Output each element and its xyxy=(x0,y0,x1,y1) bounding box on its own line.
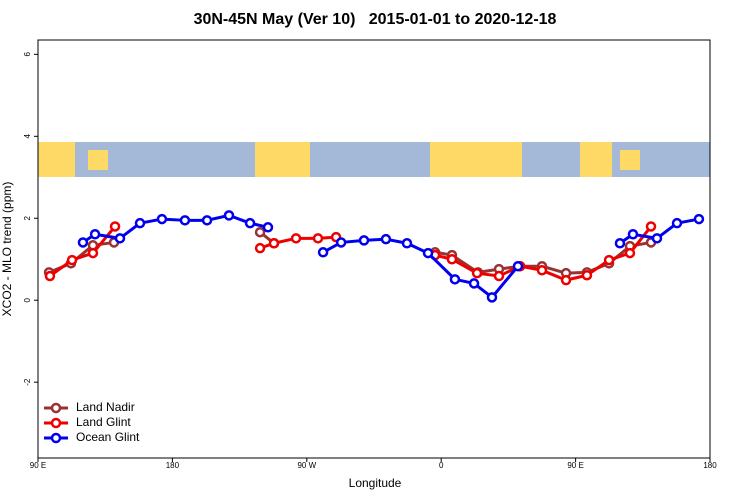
x-tick-label: 0 xyxy=(439,461,444,470)
series-marker xyxy=(290,233,302,244)
y-tick-label: 2 xyxy=(23,215,32,220)
series-marker xyxy=(44,270,56,282)
series-marker xyxy=(109,221,121,232)
series-marker xyxy=(134,217,146,229)
series-marker xyxy=(89,228,101,240)
series-marker xyxy=(471,267,483,279)
series-marker xyxy=(645,221,657,232)
series-marker xyxy=(651,233,663,244)
series-marker xyxy=(422,247,434,259)
series-marker xyxy=(254,226,266,238)
series-marker xyxy=(66,254,78,266)
x-tick-label: 180 xyxy=(166,461,180,470)
plot-frame xyxy=(37,39,711,459)
series-marker xyxy=(317,247,329,258)
series-marker xyxy=(512,260,524,272)
series-line xyxy=(48,231,652,275)
y-tick-label: -2 xyxy=(23,378,32,386)
series-marker xyxy=(624,247,636,259)
series-marker xyxy=(268,238,280,249)
series-marker xyxy=(244,217,256,229)
legend-marker xyxy=(50,402,62,414)
series-marker xyxy=(671,217,683,229)
series-marker xyxy=(614,238,626,249)
legend-label: Land Nadir xyxy=(76,400,135,414)
series-marker xyxy=(201,215,213,226)
legend-label: Ocean Glint xyxy=(76,430,140,444)
legend-marker xyxy=(50,432,62,444)
series-marker xyxy=(335,237,347,248)
y-axis-label: XCO2 - MLO trend (ppm) xyxy=(0,182,14,317)
series-marker xyxy=(87,247,99,259)
series-marker xyxy=(401,238,413,249)
series-marker xyxy=(358,235,370,246)
y-tick-label: 6 xyxy=(23,52,32,57)
x-axis-label: Longitude xyxy=(349,476,402,490)
legend-label: Land Glint xyxy=(76,415,131,429)
series-marker xyxy=(446,253,458,265)
x-tick-label: 180 xyxy=(703,461,717,470)
series-marker xyxy=(449,274,461,285)
series-marker xyxy=(312,233,324,244)
world-map-strip xyxy=(38,142,710,177)
series-marker xyxy=(693,213,705,225)
series-marker xyxy=(156,213,168,225)
series-marker xyxy=(77,237,89,248)
series-marker xyxy=(581,269,593,281)
series-marker xyxy=(262,222,274,233)
series-marker xyxy=(627,228,639,240)
series-marker xyxy=(560,274,572,286)
series-marker xyxy=(536,265,548,276)
chart-title: 30N-45N May (Ver 10) 2015-01-01 to 2020-… xyxy=(194,11,557,28)
x-tick-label: 90 E xyxy=(30,461,46,470)
series-marker xyxy=(223,210,235,221)
x-tick-label: 90 E xyxy=(567,461,583,470)
series-marker xyxy=(179,215,191,226)
series-marker xyxy=(114,233,126,244)
series-marker xyxy=(380,233,392,245)
series-marker xyxy=(493,270,505,282)
series-marker xyxy=(486,292,498,303)
y-tick-label: 4 xyxy=(23,134,32,139)
series-marker xyxy=(254,242,266,254)
y-tick-label: 0 xyxy=(23,297,32,302)
series-marker xyxy=(603,254,615,266)
x-tick-label: 90 W xyxy=(297,461,316,470)
series-marker xyxy=(468,278,480,289)
legend-marker xyxy=(50,417,62,429)
